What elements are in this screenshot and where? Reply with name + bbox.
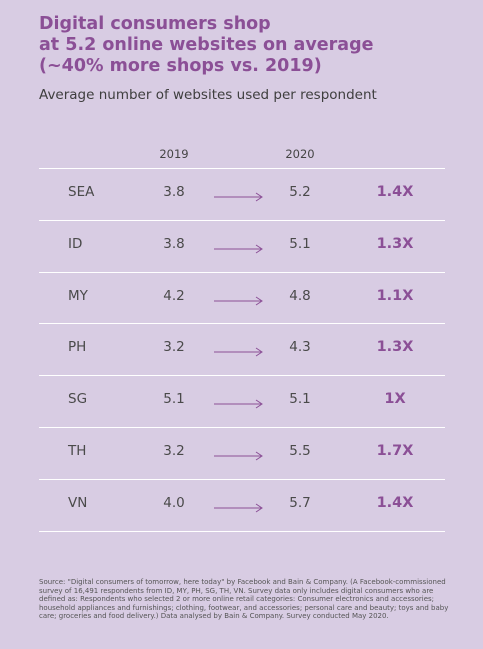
country-label: PH <box>68 339 87 356</box>
arrow-right-icon <box>214 343 264 357</box>
arrow-right-icon <box>214 188 264 202</box>
table-row: TH 3.2 5.5 1.7X <box>0 443 483 463</box>
country-label: SG <box>68 391 88 408</box>
source-note: Source: "Digital consumers of tomorrow, … <box>39 578 449 621</box>
title-line: (~40% more shops vs. 2019) <box>39 56 322 76</box>
table-row: MY 4.2 4.8 1.1X <box>0 288 483 308</box>
value-2019: 4.2 <box>163 287 185 304</box>
arrow-right-icon <box>214 447 264 461</box>
value-2020: 5.5 <box>289 442 311 459</box>
table-row: VN 4.0 5.7 1.4X <box>0 495 483 515</box>
growth-multiplier: 1.4X <box>376 183 414 200</box>
table-row: SEA 3.8 5.2 1.4X <box>0 184 483 204</box>
row-divider <box>39 168 445 169</box>
country-label: VN <box>68 494 88 511</box>
row-divider <box>39 531 445 532</box>
value-2019: 3.8 <box>163 235 185 252</box>
row-divider <box>39 272 445 273</box>
row-divider <box>39 427 445 428</box>
value-2020: 5.1 <box>289 235 311 252</box>
row-divider <box>39 375 445 376</box>
value-2019: 3.2 <box>163 442 185 459</box>
arrow-right-icon <box>214 499 264 513</box>
growth-multiplier: 1X <box>384 391 406 408</box>
value-2019: 3.8 <box>163 183 185 200</box>
value-2020: 5.2 <box>289 183 311 200</box>
country-label: MY <box>68 287 88 304</box>
row-divider <box>39 323 445 324</box>
value-2020: 4.8 <box>289 287 311 304</box>
value-2019: 5.1 <box>163 391 185 408</box>
title-line: Digital consumers shop <box>39 14 271 34</box>
subtitle: Average number of websites used per resp… <box>39 87 377 103</box>
title-line: at 5.2 online websites on average <box>39 35 374 55</box>
page-title: Digital consumers shop at 5.2 online web… <box>39 14 459 77</box>
arrow-right-icon <box>214 240 264 254</box>
growth-multiplier: 1.3X <box>376 339 414 356</box>
row-divider <box>39 479 445 480</box>
growth-multiplier: 1.3X <box>376 235 414 252</box>
row-divider <box>39 220 445 221</box>
country-label: SEA <box>68 183 95 200</box>
growth-multiplier: 1.1X <box>376 287 414 304</box>
growth-multiplier: 1.7X <box>376 442 414 459</box>
country-label: ID <box>68 235 83 252</box>
value-2019: 4.0 <box>163 494 185 511</box>
table-row: PH 3.2 4.3 1.3X <box>0 339 483 359</box>
column-header-2020: 2020 <box>285 147 315 161</box>
value-2019: 3.2 <box>163 339 185 356</box>
value-2020: 5.7 <box>289 494 311 511</box>
growth-multiplier: 1.4X <box>376 494 414 511</box>
country-label: TH <box>68 442 87 459</box>
table-row: SG 5.1 5.1 1X <box>0 391 483 411</box>
column-header-2019: 2019 <box>159 147 189 161</box>
value-2020: 5.1 <box>289 391 311 408</box>
arrow-right-icon <box>214 395 264 409</box>
arrow-right-icon <box>214 292 264 305</box>
table-row: ID 3.8 5.1 1.3X <box>0 236 483 256</box>
value-2020: 4.3 <box>289 339 311 356</box>
